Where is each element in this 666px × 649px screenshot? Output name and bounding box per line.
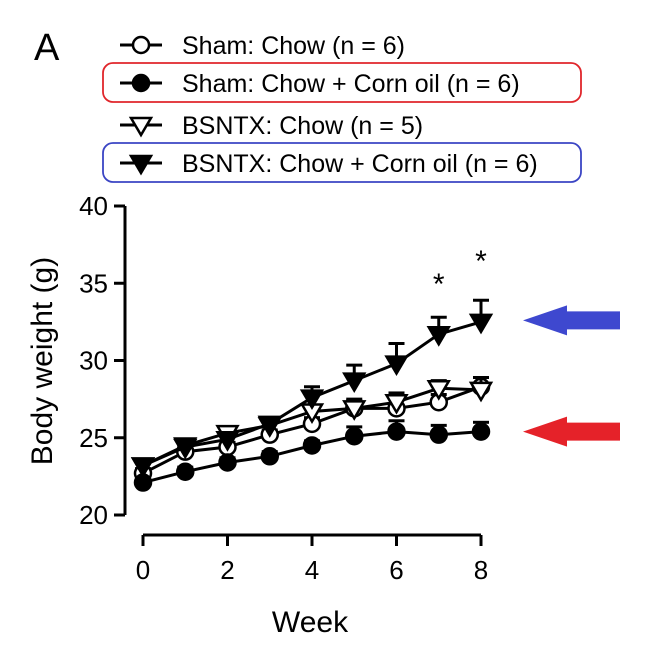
data-point (342, 400, 367, 421)
data-point (345, 426, 364, 446)
legend-marker (131, 35, 151, 55)
data-point (426, 380, 451, 401)
data-point (342, 372, 367, 394)
data-point (260, 447, 279, 466)
legend-marker (128, 116, 154, 138)
series-layer (130, 298, 494, 492)
significance-mark: * (475, 245, 487, 278)
legend-item: BSNTX: Chow (n = 5) (120, 112, 423, 140)
data-point (176, 462, 195, 481)
y-tick-label: 20 (79, 500, 108, 530)
data-point (130, 457, 156, 479)
y-axis-label: Body weight (g) (26, 257, 59, 465)
x-axis-label: Week (272, 606, 349, 639)
x-tick-label: 8 (474, 555, 488, 585)
legend-marker (131, 73, 151, 93)
data-point (215, 431, 240, 452)
annotation-layer: ** (433, 245, 487, 301)
significance-mark: * (433, 268, 445, 301)
data-point (471, 422, 491, 441)
data-point (299, 389, 325, 411)
data-point (384, 393, 409, 415)
data-point (257, 415, 282, 437)
series-4 (130, 298, 494, 479)
y-tick-label: 40 (79, 191, 108, 221)
legend: Sham: Chow (n = 6) Sham: Chow + Corn oil … (102, 32, 582, 183)
data-point (173, 438, 198, 460)
legend-item: BSNTX: Chow + Corn oil (n = 6) (102, 142, 582, 183)
legend-label: BSNTX: Chow + Corn oil (n = 6) (182, 150, 538, 178)
panel-label: A (34, 27, 60, 69)
legend-label: BSNTX: Chow (n = 5) (182, 112, 423, 140)
legend-highlight-box (102, 62, 582, 103)
x-tick-label: 4 (305, 555, 319, 585)
data-point (384, 355, 409, 377)
data-point (426, 325, 451, 347)
x-tick-label: 6 (389, 555, 403, 585)
legend-label: Sham: Chow + Corn oil (n = 6) (182, 70, 520, 98)
series-2 (133, 419, 491, 492)
y-tick-label: 25 (79, 423, 108, 453)
data-point (468, 381, 494, 403)
data-point (302, 436, 322, 455)
arrows (523, 305, 620, 447)
axes: 0 2 4 6 8 20 25 30 35 40 (79, 191, 488, 585)
legend-label: Sham: Chow (n = 6) (182, 32, 405, 60)
data-point (429, 425, 448, 444)
y-tick-label: 35 (79, 268, 108, 298)
x-tick-label: 0 (136, 555, 150, 585)
data-point (387, 422, 406, 441)
legend-item: Sham: Chow (n = 6) (120, 32, 405, 60)
legend-item: Sham: Chow + Corn oil (n = 6) (102, 62, 582, 103)
x-tick-label: 2 (220, 555, 234, 585)
highlight-arrow (523, 416, 620, 447)
legend-highlight-box (102, 142, 582, 183)
legend-marker (128, 154, 154, 176)
highlight-arrow (523, 305, 620, 336)
data-point (468, 313, 494, 335)
data-point (218, 453, 237, 472)
y-tick-label: 30 (79, 346, 108, 376)
